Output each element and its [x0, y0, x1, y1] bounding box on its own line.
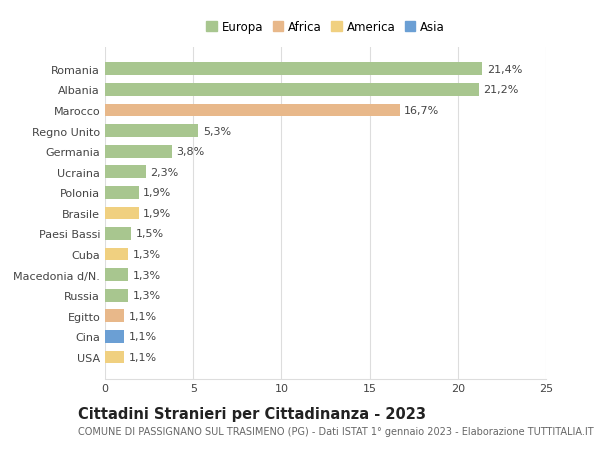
Text: 1,1%: 1,1% — [129, 353, 157, 362]
Text: 1,3%: 1,3% — [133, 270, 160, 280]
Bar — [105, 289, 128, 302]
Text: 1,3%: 1,3% — [133, 250, 160, 259]
Bar — [105, 125, 199, 138]
Bar — [105, 310, 124, 323]
Bar — [105, 166, 146, 179]
Text: COMUNE DI PASSIGNANO SUL TRASIMENO (PG) - Dati ISTAT 1° gennaio 2023 - Elaborazi: COMUNE DI PASSIGNANO SUL TRASIMENO (PG) … — [78, 426, 593, 436]
Text: 1,3%: 1,3% — [133, 291, 160, 301]
Bar — [105, 146, 172, 158]
Bar — [105, 207, 139, 220]
Text: 1,9%: 1,9% — [143, 208, 171, 218]
Text: 1,9%: 1,9% — [143, 188, 171, 198]
Bar — [105, 330, 124, 343]
Text: 16,7%: 16,7% — [404, 106, 439, 116]
Text: 21,2%: 21,2% — [484, 85, 519, 95]
Text: 21,4%: 21,4% — [487, 65, 522, 74]
Text: 3,8%: 3,8% — [176, 147, 205, 157]
Text: Cittadini Stranieri per Cittadinanza - 2023: Cittadini Stranieri per Cittadinanza - 2… — [78, 406, 426, 421]
Bar — [105, 248, 128, 261]
Bar — [105, 186, 139, 199]
Bar — [105, 269, 128, 281]
Text: 1,5%: 1,5% — [136, 229, 164, 239]
Bar — [105, 228, 131, 241]
Bar — [105, 104, 400, 117]
Legend: Europa, Africa, America, Asia: Europa, Africa, America, Asia — [202, 16, 449, 39]
Text: 1,1%: 1,1% — [129, 332, 157, 341]
Bar — [105, 63, 482, 76]
Text: 1,1%: 1,1% — [129, 311, 157, 321]
Bar — [105, 351, 124, 364]
Text: 2,3%: 2,3% — [150, 168, 178, 177]
Bar — [105, 84, 479, 96]
Text: 5,3%: 5,3% — [203, 126, 231, 136]
